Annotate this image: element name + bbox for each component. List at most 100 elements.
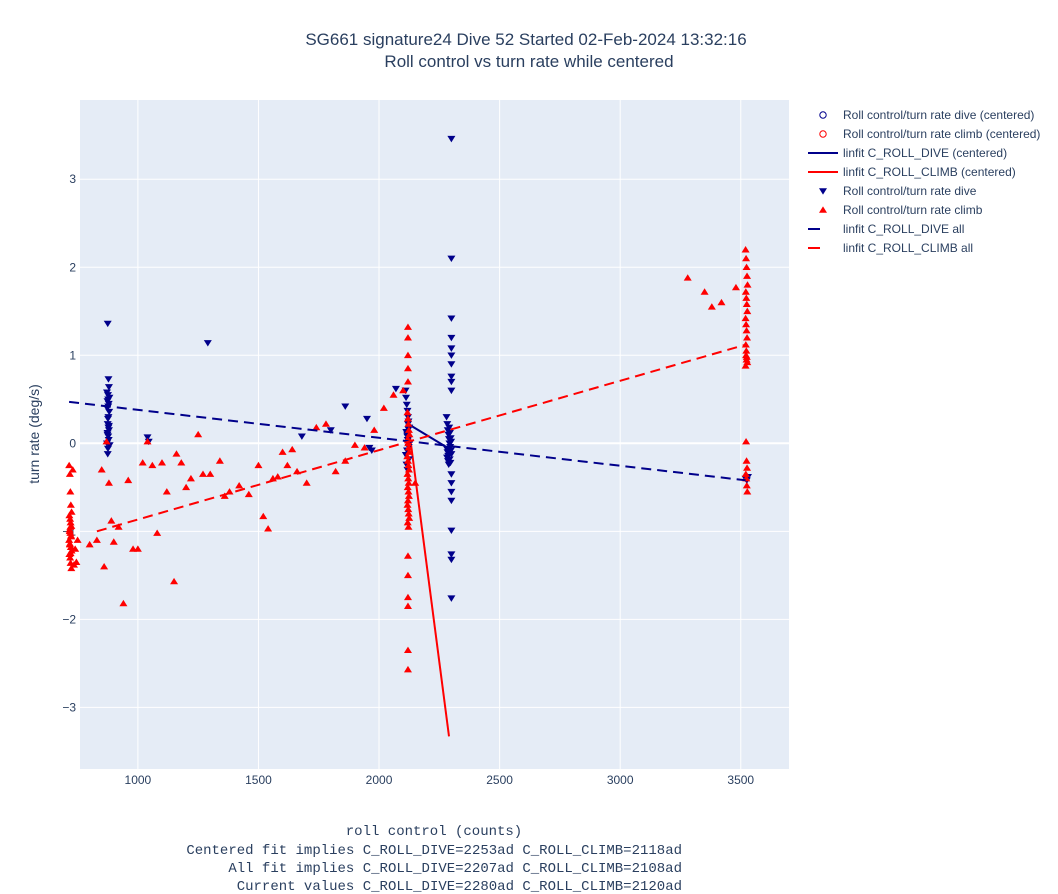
data-point — [278, 448, 287, 455]
data-point — [447, 551, 456, 558]
data-point — [66, 549, 75, 557]
data-point — [446, 459, 455, 467]
series-7 — [96, 343, 746, 533]
data-point — [403, 602, 412, 609]
data-point — [172, 450, 181, 457]
legend-label: linfit C_ROLL_DIVE (centered) — [843, 146, 1007, 160]
data-point — [700, 288, 709, 295]
data-point — [67, 532, 76, 539]
legend-entry: linfit C_ROLL_CLIMB all — [808, 241, 973, 255]
data-point — [442, 445, 451, 453]
data-point — [66, 518, 75, 526]
data-point — [741, 246, 750, 253]
data-point — [743, 488, 752, 495]
series-3 — [407, 421, 450, 737]
legend-entry: linfit C_ROLL_DIVE all — [808, 222, 964, 236]
data-point — [65, 461, 74, 469]
data-point — [447, 334, 456, 342]
data-point — [66, 515, 75, 522]
legend-marker-swatch — [819, 206, 827, 213]
data-point — [198, 470, 207, 477]
data-point — [103, 431, 112, 439]
data-point — [350, 441, 359, 448]
data-point — [742, 294, 751, 301]
x-axis-title: roll control (counts) — [346, 824, 522, 840]
data-point — [404, 444, 413, 451]
data-point — [447, 352, 456, 359]
data-point — [264, 525, 273, 532]
chart-title: SG661 signature24 Dive 52 Started 02-Feb… — [305, 30, 746, 49]
plot-area — [80, 100, 789, 769]
data-point — [683, 274, 692, 281]
data-point — [71, 545, 80, 552]
data-point — [447, 361, 456, 368]
data-point — [404, 474, 413, 482]
data-point — [403, 408, 412, 416]
data-point — [743, 307, 752, 315]
data-point — [220, 492, 229, 499]
data-point — [402, 401, 411, 409]
data-point — [341, 403, 350, 410]
data-point — [445, 429, 454, 437]
data-point — [105, 408, 114, 416]
data-point — [391, 385, 400, 393]
data-point — [743, 281, 752, 288]
data-point — [273, 473, 282, 480]
data-point — [404, 523, 413, 530]
data-point — [403, 323, 412, 330]
data-point — [447, 255, 456, 263]
data-point — [403, 665, 412, 673]
data-point — [447, 315, 456, 322]
data-point — [741, 288, 750, 295]
data-point — [403, 351, 412, 359]
data-point — [404, 479, 413, 486]
data-point — [742, 356, 751, 363]
y-axis-title: turn rate (deg/s) — [26, 384, 42, 484]
legend-entry: Roll control/turn rate dive (centered) — [819, 108, 1034, 122]
data-point — [65, 470, 74, 477]
data-point — [288, 445, 297, 453]
data-point — [104, 376, 113, 383]
data-point — [403, 501, 412, 508]
legend-label: Roll control/turn rate climb — [843, 203, 983, 217]
data-point — [133, 545, 142, 552]
data-point — [447, 438, 456, 446]
note-line-1: Centered fit implies C_ROLL_DIVE=2253ad … — [186, 843, 682, 859]
data-point — [92, 536, 101, 543]
data-point — [97, 466, 106, 473]
data-point — [162, 488, 171, 495]
data-point — [66, 554, 75, 561]
data-point — [442, 414, 451, 421]
data-point — [405, 514, 414, 521]
data-point — [403, 593, 412, 601]
data-point — [104, 414, 113, 421]
data-point — [206, 470, 215, 477]
data-point — [405, 430, 414, 438]
series-line — [96, 343, 746, 533]
data-point — [742, 481, 751, 489]
legend-entry: Roll control/turn rate climb (centered) — [819, 127, 1040, 141]
data-point — [402, 394, 411, 402]
data-point — [403, 334, 412, 341]
data-point — [743, 272, 752, 279]
data-point — [403, 518, 412, 526]
data-point — [65, 540, 74, 548]
data-point — [107, 517, 116, 524]
data-point — [717, 298, 726, 306]
data-point — [403, 415, 412, 422]
data-point — [447, 480, 456, 487]
data-point — [403, 470, 412, 477]
x-tick-label: 1500 — [245, 773, 272, 787]
data-point — [404, 426, 413, 433]
data-point — [177, 459, 186, 466]
data-point — [65, 527, 74, 535]
chart-subtitle: Roll control vs turn rate while centered — [384, 52, 673, 71]
data-point — [326, 427, 335, 434]
data-point — [104, 396, 113, 403]
data-point — [124, 476, 133, 484]
legend-entry: Roll control/turn rate dive — [819, 184, 977, 198]
data-point — [741, 470, 750, 477]
data-point — [389, 391, 398, 398]
data-point — [741, 314, 750, 322]
